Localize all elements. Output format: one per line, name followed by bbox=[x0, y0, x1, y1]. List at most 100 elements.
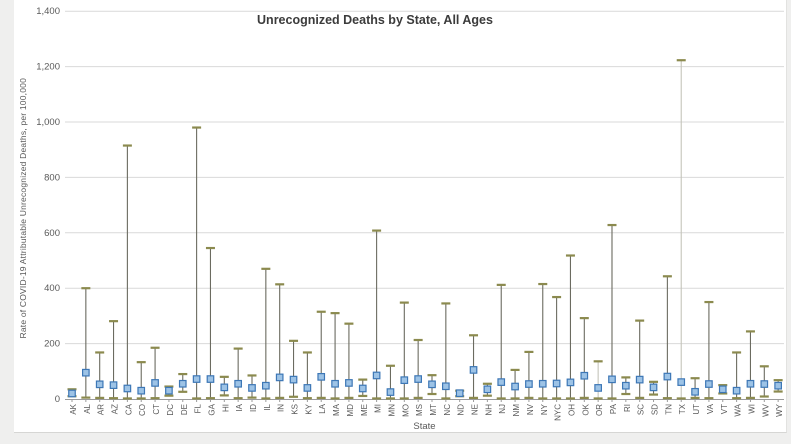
x-tick-label: WY bbox=[775, 403, 784, 417]
x-tick-label: WA bbox=[734, 403, 743, 416]
x-axis bbox=[65, 399, 784, 402]
x-tick-label: IL bbox=[263, 403, 272, 410]
x-tick-label: NC bbox=[443, 404, 452, 416]
x-tick-label: FL bbox=[194, 403, 203, 413]
y-tick-label: 200 bbox=[44, 339, 60, 350]
estimate-marker bbox=[372, 371, 381, 380]
y-tick-label: 400 bbox=[44, 283, 60, 294]
y-tick-label: 1,200 bbox=[36, 62, 60, 73]
x-tick-label: AR bbox=[97, 404, 106, 415]
x-tick-label: DE bbox=[180, 404, 189, 415]
estimate-marker bbox=[760, 380, 769, 388]
x-tick-label: KS bbox=[291, 404, 300, 415]
estimate-marker bbox=[663, 372, 672, 381]
x-tick-label: UT bbox=[692, 404, 701, 415]
estimate-marker bbox=[400, 376, 409, 385]
estimate-marker bbox=[621, 381, 630, 390]
y-axis-title: Rate of COVID-19 Attributable Unrecogniz… bbox=[14, 0, 32, 416]
estimate-marker bbox=[525, 380, 533, 388]
x-tick-labels: AK AL AR AZ CA CO CT DC DE FL GA HI IA ID IL IN KS KY LA MA… bbox=[69, 403, 784, 421]
y-tick-label: 600 bbox=[44, 228, 60, 239]
x-tick-label: IN bbox=[277, 404, 286, 412]
x-axis-title: State bbox=[413, 421, 436, 432]
estimate-marker bbox=[345, 379, 353, 387]
estimate-marker bbox=[414, 375, 422, 383]
x-tick-label: WI bbox=[747, 404, 756, 414]
chart-title: Unrecognized Deaths by State, All Ages bbox=[257, 13, 493, 27]
estimate-marker bbox=[137, 386, 146, 395]
x-tick-label: MT bbox=[429, 404, 438, 416]
estimate-marker bbox=[441, 382, 450, 391]
error-bar-plot: 0 200 400 600 800 1,000 1,200 1,400 AK AL AR AZ CA CO… bbox=[36, 6, 784, 421]
estimate-marker bbox=[192, 375, 201, 383]
x-tick-label: ID bbox=[249, 404, 258, 412]
estimate-marker bbox=[538, 379, 547, 388]
estimate-marker bbox=[275, 373, 284, 382]
x-tick-label: IA bbox=[235, 403, 244, 411]
x-tick-label: ME bbox=[360, 404, 369, 416]
x-tick-label: NM bbox=[512, 404, 521, 417]
x-tick-label: NJ bbox=[498, 404, 507, 414]
estimate-marker bbox=[428, 380, 436, 389]
gridlines bbox=[65, 10, 784, 345]
estimate-marker bbox=[331, 379, 339, 388]
estimate-marker bbox=[220, 383, 229, 392]
estimate-marker bbox=[483, 385, 492, 394]
estimate-marker bbox=[552, 379, 561, 388]
estimate-marker bbox=[455, 389, 464, 398]
estimate-marker bbox=[774, 381, 782, 390]
estimate-marker bbox=[677, 378, 686, 386]
x-tick-label: MA bbox=[332, 403, 341, 416]
estimate-marker bbox=[317, 372, 326, 381]
data-markers bbox=[68, 366, 782, 398]
x-tick-label: VT bbox=[720, 404, 729, 414]
estimate-marker bbox=[95, 380, 104, 389]
x-tick-label: NYC bbox=[554, 404, 563, 421]
estimate-marker bbox=[746, 379, 755, 388]
x-tick-label: PA bbox=[609, 403, 618, 414]
error-bar-caps bbox=[67, 59, 783, 400]
estimate-marker bbox=[718, 385, 727, 394]
x-tick-label: CO bbox=[138, 404, 147, 416]
x-tick-label: TN bbox=[664, 404, 673, 415]
estimate-marker bbox=[358, 384, 367, 393]
estimate-marker bbox=[261, 381, 270, 390]
y-tick-label: 1,000 bbox=[36, 117, 60, 128]
x-tick-label: OR bbox=[595, 404, 604, 416]
x-tick-label: GA bbox=[207, 403, 216, 415]
x-tick-label: MS bbox=[415, 404, 424, 416]
estimate-marker bbox=[705, 380, 713, 388]
estimate-marker bbox=[608, 375, 616, 384]
estimate-marker bbox=[635, 375, 644, 384]
y-tick-label: 0 bbox=[55, 394, 60, 405]
x-tick-label: OK bbox=[581, 403, 590, 415]
estimate-marker bbox=[123, 384, 132, 393]
x-tick-label: CA bbox=[124, 403, 133, 415]
y-axis-title-text: Rate of COVID-19 Attributable Unrecogniz… bbox=[18, 77, 28, 339]
estimate-marker bbox=[303, 384, 312, 392]
x-tick-label: NV bbox=[526, 403, 535, 415]
estimate-marker bbox=[68, 389, 76, 398]
chart-panel: 0 200 400 600 800 1,000 1,200 1,400 AK AL AR AZ CA CO… bbox=[14, 0, 787, 433]
x-tick-label: AL bbox=[83, 403, 92, 413]
x-tick-label: TX bbox=[678, 403, 687, 414]
estimate-marker bbox=[234, 379, 243, 388]
x-tick-label: LA bbox=[318, 403, 327, 413]
estimate-marker bbox=[649, 383, 658, 392]
x-tick-label: MD bbox=[346, 404, 355, 417]
x-tick-label: DC bbox=[166, 404, 175, 416]
x-tick-label: AK bbox=[69, 403, 78, 414]
x-tick-label: NE bbox=[471, 404, 480, 415]
estimate-marker bbox=[566, 378, 575, 387]
x-tick-label: RI bbox=[623, 404, 632, 412]
estimate-marker bbox=[386, 388, 395, 396]
estimate-marker bbox=[165, 386, 173, 395]
x-tick-label: CT bbox=[152, 404, 161, 415]
x-tick-label: WV bbox=[761, 403, 770, 417]
estimate-marker bbox=[289, 375, 298, 384]
x-tick-label: MO bbox=[401, 404, 410, 417]
x-tick-label: SD bbox=[651, 404, 660, 415]
x-tick-label: MN bbox=[387, 404, 396, 417]
x-tick-label: NY bbox=[540, 403, 549, 415]
